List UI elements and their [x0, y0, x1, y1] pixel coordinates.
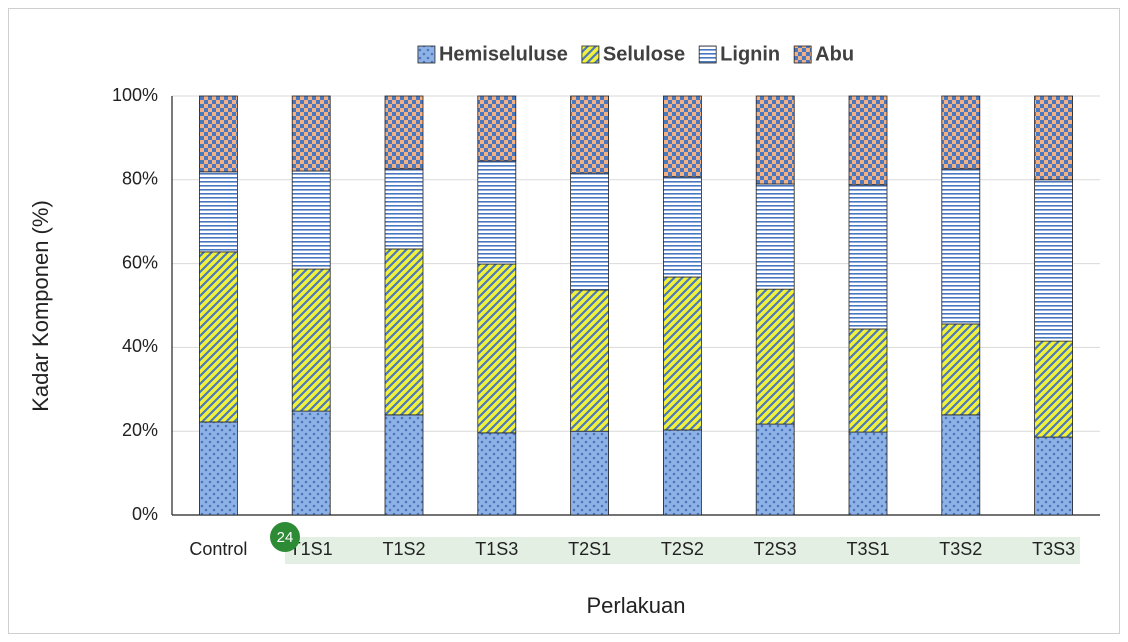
overlay: 24	[270, 522, 300, 552]
x-tick-label: T3S1	[846, 539, 889, 559]
legend-label: Selulose	[603, 43, 685, 65]
badge	[270, 522, 300, 552]
badge-label: 24	[277, 529, 294, 546]
x-tick-label: T2S1	[568, 539, 611, 559]
legend-swatch	[581, 45, 600, 64]
bar-segment	[663, 176, 702, 278]
bar-segment	[477, 432, 517, 516]
y-tick-label: 0%	[132, 504, 158, 524]
bar-segment	[941, 323, 981, 416]
bar-segment	[384, 414, 424, 516]
bar-segment	[941, 95, 981, 170]
bar-segment	[477, 160, 517, 265]
bar-segment	[570, 430, 609, 516]
y-tick-label: 60%	[122, 252, 158, 272]
bar-segment	[1034, 179, 1073, 342]
bar-segment	[848, 95, 888, 186]
bar-segment	[663, 276, 702, 431]
bar-segment	[755, 95, 795, 185]
bar-segment	[291, 410, 331, 516]
bar-segment	[1034, 436, 1073, 516]
bar-segment	[1034, 95, 1073, 181]
legend-swatch	[698, 45, 717, 64]
bar-segment	[755, 288, 795, 425]
chart-frame	[8, 8, 1120, 634]
bar-segment	[384, 168, 424, 250]
x-tick-label: T1S3	[475, 539, 518, 559]
x-tick-label: T3S2	[939, 539, 982, 559]
bar-segment	[570, 95, 609, 174]
x-axis-title: Perlakuan	[586, 593, 685, 618]
bar-segment	[477, 263, 517, 434]
bar-segment	[198, 251, 238, 423]
x-tick-label: T3S3	[1032, 539, 1075, 559]
bar-segment	[848, 184, 888, 330]
x-tick-label: T1S2	[382, 539, 425, 559]
highlight	[285, 537, 1080, 564]
bar-segment	[663, 95, 702, 178]
bar-segment	[291, 170, 331, 270]
bar-segment	[941, 414, 981, 516]
bar-segment	[755, 423, 795, 516]
x-tick-label: T1S1	[290, 539, 333, 559]
bar-segment	[1034, 340, 1073, 438]
x-tick-label: T2S3	[754, 539, 797, 559]
bar-segment	[198, 95, 238, 173]
legend-swatch	[417, 45, 436, 64]
y-axis-title: Kadar Komponen (%)	[28, 200, 53, 412]
bar-segment	[848, 328, 888, 433]
bar-segment	[384, 248, 424, 416]
y-tick-label: 40%	[122, 336, 158, 356]
x-tick-label: Control	[189, 539, 247, 559]
bar-segment	[291, 268, 331, 412]
bar-segment	[755, 183, 795, 290]
bar-segment	[198, 171, 238, 253]
y-tick-label: 100%	[112, 85, 158, 105]
bar-segment	[570, 289, 609, 432]
legend-swatch	[793, 45, 812, 64]
bar-segment	[848, 431, 888, 516]
legend-label: Lignin	[720, 43, 780, 65]
bar-segment	[663, 429, 702, 516]
bar-segment	[198, 421, 238, 516]
y-tick-label: 80%	[122, 169, 158, 189]
bar-segment	[291, 95, 331, 172]
legend: Hemiseluluse Selulose Lignin Abu	[417, 43, 854, 65]
legend-label: Hemiseluluse	[439, 43, 568, 65]
y-tick-label: 20%	[122, 420, 158, 440]
bar-segment	[941, 168, 981, 325]
x-tick-label: T2S2	[661, 539, 704, 559]
bar-segment	[384, 95, 424, 170]
bar-segment	[477, 95, 517, 162]
bar-segment	[570, 172, 609, 291]
plot: 0% 20% 40% 60% 80% 100% Control T1S1 T1S2 T1S3 T2S…	[112, 43, 1100, 559]
legend-label: Abu	[815, 43, 854, 65]
